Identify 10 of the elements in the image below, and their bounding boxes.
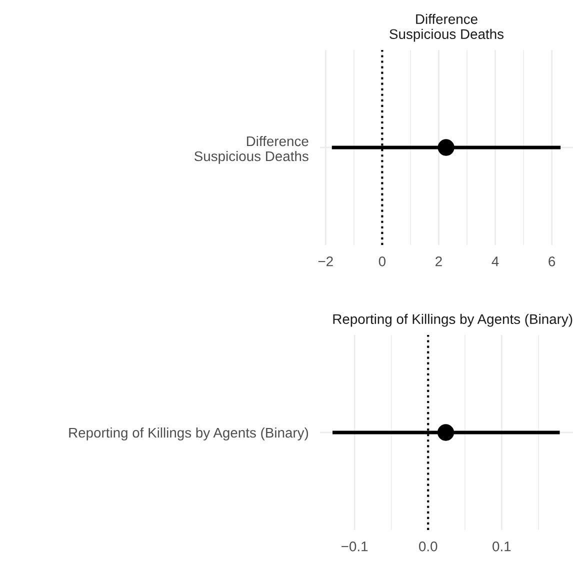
x-tick-label: 0 xyxy=(378,256,386,266)
x-tick-label: −0.1 xyxy=(342,541,368,552)
text: 0.0 xyxy=(419,541,438,552)
x-tick-label: −2 xyxy=(318,256,333,266)
x-tick-label: 6 xyxy=(548,256,556,266)
x-tick-label: 0.1 xyxy=(492,541,511,552)
chart-title: Reporting of Killings by Agents (Binary) xyxy=(333,314,572,327)
x-tick-label: 4 xyxy=(492,256,499,266)
chart-title: Difference Suspicious Deaths xyxy=(390,14,504,42)
x-tick-label: 2 xyxy=(436,256,442,266)
